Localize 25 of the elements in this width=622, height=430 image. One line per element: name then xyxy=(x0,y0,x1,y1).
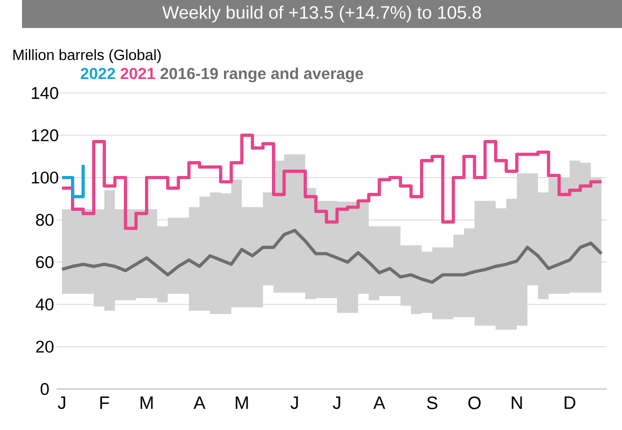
x-tick-label: A xyxy=(373,396,386,409)
y-tick-label: 0 xyxy=(40,383,49,396)
y-tick-label: 40 xyxy=(36,298,54,310)
y-tick-label: 80 xyxy=(36,214,54,226)
x-tick-label: M xyxy=(140,396,153,409)
x-tick-label: J xyxy=(290,396,298,410)
x-tick-label: J xyxy=(58,396,66,410)
y-tick-label: 20 xyxy=(36,340,54,353)
y-tick-label: 100 xyxy=(32,172,58,184)
x-tick-label: O xyxy=(468,396,481,410)
x-tick-label: S xyxy=(427,396,438,410)
x-tick-label: M xyxy=(236,396,248,409)
y-tick-label: 60 xyxy=(36,256,54,268)
y-tick-label: 140 xyxy=(32,87,58,99)
chart-title: Weekly build of +13.5 (+14.7%) to 105.8 xyxy=(162,6,482,22)
y-tick-label: 120 xyxy=(32,129,58,142)
x-tick-label: D xyxy=(564,396,576,409)
y-axis-title: Million barrels (Global) xyxy=(13,49,161,64)
x-tick-label: N xyxy=(512,396,522,409)
x-tick-label: A xyxy=(194,396,206,409)
x-tick-label: F xyxy=(100,396,110,409)
text: 2022 xyxy=(80,68,116,80)
text: 2016-19 range and average xyxy=(160,67,364,82)
text: 2021 xyxy=(120,68,156,80)
x-tick-label: J xyxy=(332,396,340,410)
